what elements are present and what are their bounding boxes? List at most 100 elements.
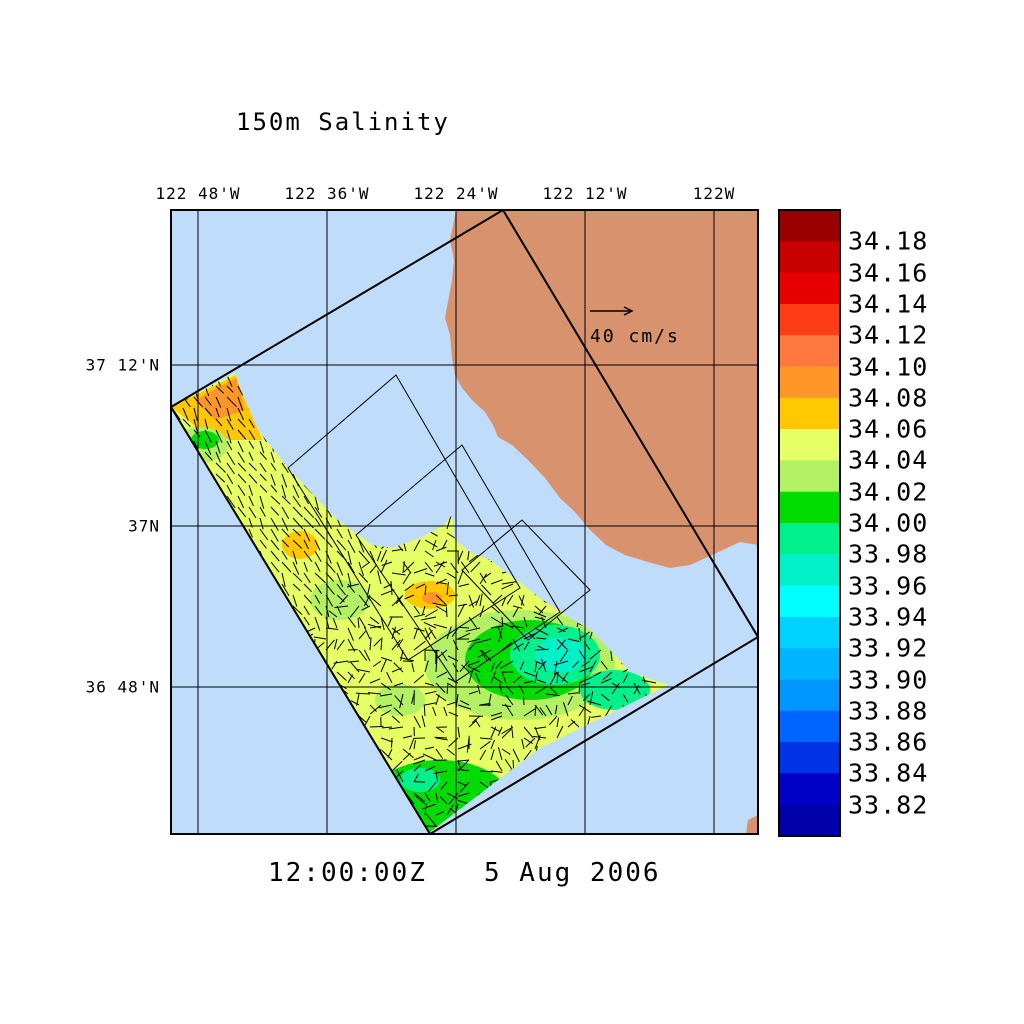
velocity-arrow: [193, 407, 198, 422]
velocity-arrow: [413, 539, 421, 552]
velocity-arrow: [237, 396, 244, 411]
velocity-arrow: [475, 672, 481, 684]
velocity-arrow: [534, 734, 541, 750]
velocity-arrow: [259, 440, 265, 454]
velocity-arrow: [409, 737, 415, 750]
colorbar-label: 34.02: [848, 477, 929, 507]
velocity-arrow: [380, 682, 391, 691]
velocity-arrow: [476, 638, 492, 644]
velocity-arrow: [435, 594, 447, 606]
velocity-arrow: [622, 693, 629, 703]
velocity-arrow: [281, 484, 287, 499]
velocity-arrow: [556, 616, 564, 626]
velocity-arrow: [358, 672, 366, 684]
velocity-arrow: [495, 660, 503, 669]
velocity-arrow: [556, 717, 559, 728]
velocity-arrow: [259, 462, 267, 473]
velocity-arrow: [467, 550, 470, 561]
velocity-arrow: [237, 418, 246, 428]
velocity-arrow: [424, 627, 431, 640]
velocity-arrow: [534, 661, 538, 673]
colorbar-swatch: [779, 210, 840, 242]
velocity-arrow: [435, 546, 447, 552]
velocity-arrow: [347, 561, 355, 574]
velocity-arrow: [521, 738, 525, 750]
velocity-arrow: [347, 660, 360, 663]
velocity-arrow: [468, 670, 473, 684]
velocity-arrow: [314, 572, 326, 584]
velocity-arrow: [259, 539, 267, 549]
velocity-arrow: [479, 781, 489, 789]
velocity-arrow: [506, 594, 514, 605]
velocity-arrow: [553, 660, 558, 675]
velocity-arrow: [446, 581, 449, 596]
velocity-arrow: [328, 610, 338, 618]
lon-label-122-36w: 122 36'W: [284, 184, 370, 203]
velocity-arrow: [393, 662, 404, 673]
velocity-arrow: [490, 579, 503, 585]
velocity-arrow: [281, 550, 288, 560]
velocity-arrow: [413, 568, 428, 574]
velocity-arrow: [237, 473, 247, 484]
velocity-arrow: [512, 675, 522, 684]
velocity-arrow: [292, 528, 301, 537]
velocity-arrow: [361, 605, 371, 611]
velocity-arrow: [303, 550, 313, 562]
velocity-arrow: [404, 594, 415, 600]
velocity-arrow: [402, 748, 414, 759]
velocity-arrow: [292, 539, 303, 549]
velocity-arrow: [523, 680, 534, 684]
velocity-arrow: [314, 583, 323, 594]
velocity-arrow: [474, 718, 481, 728]
velocity-arrow: [358, 572, 369, 583]
velocity-arrow: [281, 517, 289, 531]
velocity-arrow: [510, 625, 525, 629]
velocity-arrow: [534, 616, 546, 621]
velocity-arrow: [396, 769, 404, 783]
velocity-arrow: [248, 506, 257, 519]
velocity-arrow: [347, 627, 354, 641]
colorbar-label: 33.98: [848, 539, 929, 569]
velocity-arrow: [511, 725, 514, 739]
velocity-arrow: [471, 715, 481, 724]
velocity-arrow: [381, 726, 393, 729]
velocity-arrow: [424, 792, 431, 803]
velocity-arrow: [536, 679, 547, 684]
velocity-arrow: [567, 692, 579, 695]
velocity-arrow: [259, 484, 268, 493]
velocity-arrow: [475, 594, 481, 606]
velocity-arrow: [334, 605, 349, 609]
velocity-arrow: [611, 682, 620, 695]
lat-label-37-12n: 37 12'N: [85, 355, 160, 375]
velocity-arrow: [380, 737, 393, 743]
velocity-arrow: [424, 660, 429, 673]
velocity-arrow: [578, 706, 586, 717]
velocity-arrow: [215, 418, 223, 427]
velocity-arrow: [414, 794, 426, 805]
velocity-arrow: [556, 639, 567, 651]
velocity-arrow: [237, 407, 245, 421]
velocity-arrow: [446, 626, 452, 640]
velocity-arrow: [495, 760, 503, 772]
velocity-arrow: [226, 429, 232, 444]
velocity-arrow: [281, 561, 292, 573]
velocity-arrow: [248, 473, 258, 484]
velocity-arrow: [501, 597, 507, 607]
velocity-arrow: [497, 726, 503, 736]
velocity-arrow: [490, 726, 501, 733]
velocity-arrow: [204, 429, 212, 443]
velocity-arrow: [424, 609, 439, 618]
velocity-arrow: [413, 715, 421, 729]
velocity-arrow: [303, 605, 310, 616]
velocity-arrow: [443, 706, 448, 717]
velocity-arrow: [399, 693, 404, 709]
velocity-arrow: [559, 649, 569, 662]
velocity-arrow: [248, 418, 255, 429]
velocity-arrow: [215, 451, 221, 463]
velocity-arrow: [467, 660, 481, 666]
velocity-arrow: [445, 607, 448, 618]
colorbar-swatch: [779, 397, 840, 430]
velocity-arrow: [226, 407, 232, 422]
map-frame: [170, 209, 759, 835]
velocity-arrow: [380, 549, 387, 563]
